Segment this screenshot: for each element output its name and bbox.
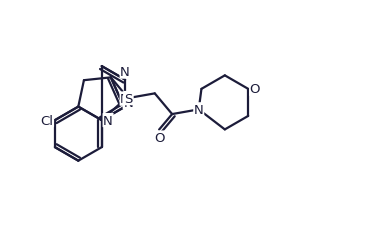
Text: S: S — [124, 92, 132, 105]
Text: N: N — [194, 104, 204, 116]
Text: N: N — [123, 96, 133, 109]
Text: N: N — [120, 93, 130, 106]
Text: N: N — [120, 66, 130, 79]
Text: O: O — [154, 131, 164, 144]
Text: Cl: Cl — [40, 114, 53, 127]
Text: N: N — [103, 114, 113, 127]
Text: O: O — [250, 83, 260, 96]
